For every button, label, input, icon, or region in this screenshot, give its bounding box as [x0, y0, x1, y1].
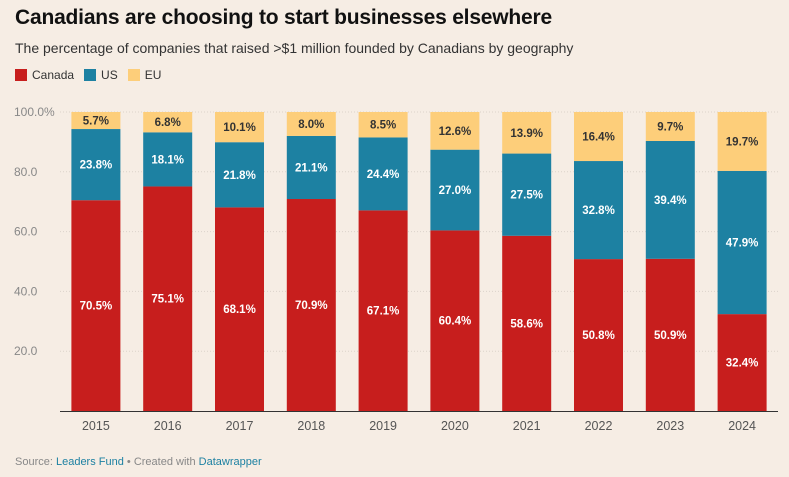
- x-tick-label: 2023: [656, 419, 684, 433]
- bar-us: [645, 141, 695, 259]
- bar-eu: [286, 112, 336, 136]
- data-label: 27.5%: [510, 190, 543, 202]
- bar-canada: [430, 230, 480, 411]
- legend-swatch-us: [84, 69, 97, 81]
- y-tick-label: 20.0: [14, 344, 38, 358]
- data-label: 23.8%: [80, 160, 113, 172]
- data-label: 68.1%: [223, 304, 256, 316]
- data-label: 50.9%: [654, 330, 687, 342]
- legend-label-canada: Canada: [32, 68, 75, 82]
- data-label: 8.0%: [298, 119, 324, 131]
- data-label: 50.8%: [582, 330, 615, 342]
- bar-us: [502, 153, 552, 236]
- bar-eu: [502, 112, 552, 154]
- bar-canada: [71, 200, 121, 411]
- data-label: 6.8%: [155, 117, 181, 129]
- data-label: 32.4%: [726, 358, 759, 370]
- x-tick-label: 2019: [369, 419, 397, 433]
- x-tick-label: 2018: [297, 419, 325, 433]
- bar-eu: [143, 112, 193, 133]
- data-label: 21.8%: [223, 170, 256, 182]
- data-label: 67.1%: [367, 306, 400, 318]
- footer: Source: Leaders Fund • Created with Data…: [15, 456, 262, 468]
- bar-eu: [430, 112, 480, 150]
- legend-item-canada: Canada: [15, 68, 74, 82]
- data-label: 10.1%: [223, 122, 256, 134]
- data-label: 18.1%: [151, 154, 184, 166]
- y-tick-label: 80.0: [14, 165, 38, 179]
- y-tick-label: 40.0: [14, 284, 38, 298]
- bar-canada: [717, 314, 767, 411]
- bar-us: [358, 137, 408, 211]
- bar-canada: [143, 186, 193, 411]
- data-label: 60.4%: [439, 316, 472, 328]
- bar-canada: [502, 235, 552, 411]
- data-label: 13.9%: [510, 128, 543, 140]
- bar-eu: [574, 112, 623, 162]
- data-label: 47.9%: [726, 238, 759, 250]
- bar-canada: [574, 259, 623, 411]
- data-label: 32.8%: [582, 205, 615, 217]
- bar-us: [71, 129, 121, 201]
- data-label: 39.4%: [654, 195, 687, 207]
- y-tick-label: 100.0%: [14, 105, 55, 119]
- x-tick-label: 2016: [154, 419, 182, 433]
- bar-us: [286, 135, 336, 200]
- bar-us: [430, 149, 480, 231]
- chart-subtitle: The percentage of companies that raised …: [15, 40, 574, 56]
- bar-eu: [717, 112, 767, 171]
- bar-eu: [645, 112, 695, 142]
- bar-us: [574, 161, 623, 260]
- data-label: 58.6%: [510, 318, 543, 330]
- y-tick-label: 60.0: [14, 225, 38, 239]
- data-label: 9.7%: [657, 122, 683, 134]
- legend-swatch-canada: [15, 69, 27, 81]
- legend-item-us: US: [84, 68, 118, 82]
- legend-swatch-eu: [127, 69, 140, 81]
- data-label: 19.7%: [726, 136, 759, 148]
- bar-us: [143, 132, 193, 187]
- bar-us: [215, 142, 264, 208]
- legend-item-eu: EU: [127, 68, 162, 82]
- data-label: 16.4%: [582, 132, 615, 144]
- source-link[interactable]: Leaders Fund: [55, 456, 124, 468]
- data-label: 8.5%: [370, 120, 396, 132]
- bar-us: [717, 170, 767, 315]
- bar-eu: [215, 112, 264, 143]
- data-label: 21.1%: [295, 162, 328, 174]
- x-tick-label: 2022: [585, 419, 613, 433]
- data-label: 75.1%: [151, 294, 184, 306]
- data-label: 24.4%: [367, 169, 400, 181]
- x-tick-label: 2021: [513, 419, 541, 433]
- bar-eu: [71, 112, 121, 130]
- bar-canada: [358, 210, 408, 411]
- legend-label-us: US: [101, 68, 118, 82]
- bar-canada: [215, 207, 264, 411]
- data-label: 27.0%: [439, 185, 472, 197]
- data-label: 5.7%: [83, 116, 109, 128]
- source-prefix: Source:: [15, 456, 56, 468]
- x-tick-label: 2024: [728, 419, 756, 433]
- x-tick-label: 2020: [441, 419, 469, 433]
- bar-canada: [286, 199, 336, 411]
- data-label: 70.9%: [295, 300, 328, 312]
- bar-canada: [645, 258, 695, 411]
- datawrapper-link[interactable]: Datawrapper: [198, 456, 262, 468]
- footer-separator: • Created with: [123, 456, 199, 468]
- chart-title: Canadians are choosing to start business…: [15, 6, 552, 29]
- data-label: 70.5%: [80, 301, 113, 313]
- x-tick-label: 2017: [226, 419, 254, 433]
- x-tick-label: 2015: [82, 419, 110, 433]
- legend-label-eu: EU: [144, 68, 162, 82]
- legend: Canada US EU: [15, 68, 161, 82]
- bar-eu: [358, 112, 408, 138]
- data-label: 12.6%: [439, 126, 472, 138]
